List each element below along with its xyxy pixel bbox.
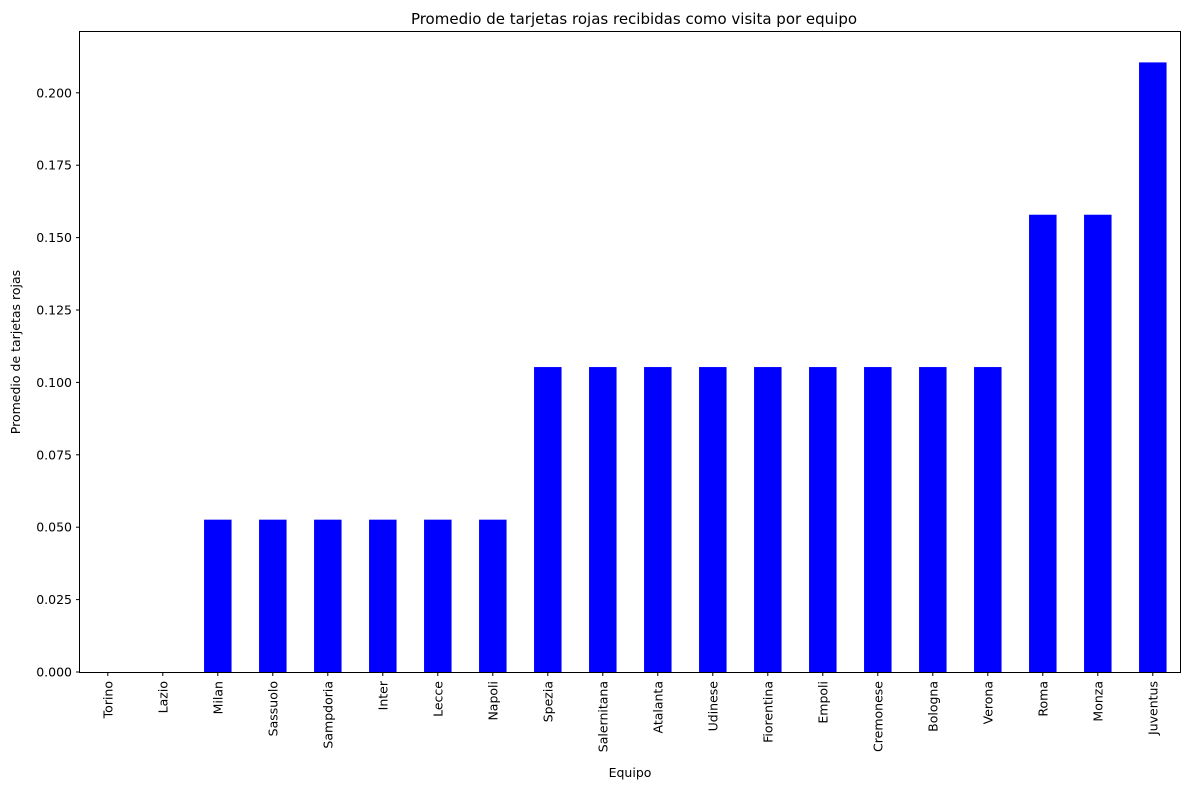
bar-inter [369,519,397,672]
x-tick-label: Udinese [705,681,720,732]
x-tick-label: Monza [1090,681,1105,722]
bar-verona [974,367,1002,672]
x-tick-label: Sassuolo [265,681,280,736]
plot-frame [79,31,1181,673]
x-tick-label: Atalanta [650,681,665,734]
y-axis-title: Promedio de tarjetas rojas [8,270,23,434]
x-tick-label: Cremonese [870,681,885,752]
x-tick-label: Lazio [155,681,170,713]
bar-atalanta [644,367,672,672]
y-axis-ticks: 0.000 0.025 0.050 0.075 0.100 0.125 0.150 0.175… [36,85,80,680]
bar-spezia [534,367,562,672]
bar-napoli [479,519,507,672]
x-tick-label: Empoli [815,681,830,724]
bars-group [204,62,1167,673]
bar-salernitana [589,367,617,672]
bar-roma [1029,214,1057,673]
y-tick-label: 0.050 [36,520,72,535]
bar-sassuolo [259,519,287,672]
bar-monza [1084,214,1112,673]
y-tick-label: 0.200 [36,85,72,100]
x-tick-label: Milan [210,681,225,714]
bar-milan [204,519,232,672]
x-tick-label: Juventus [1145,681,1160,736]
x-tick-label: Salernitana [595,681,610,752]
bar-juventus [1139,62,1167,673]
chart-title: Promedio de tarjetas rojas recibidas com… [411,10,857,28]
x-axis-title: Equipo [609,765,652,780]
bar-bologna [919,367,947,672]
y-tick-label: 0.150 [36,230,72,245]
y-tick-label: 0.075 [36,447,72,462]
y-tick-label: 0.000 [36,665,72,680]
x-tick-label: Lecce [430,681,445,717]
y-tick-label: 0.100 [36,375,72,390]
x-tick-label: Napoli [485,681,500,721]
x-axis-ticks: Torino Lazio Milan Sassuolo Sampdoria Inter Le… [100,672,1160,752]
y-tick-label: 0.175 [36,158,72,173]
x-tick-label: Bologna [925,681,940,732]
bar-empoli [809,367,837,672]
x-tick-label: Spezia [540,681,555,722]
bar-lecce [424,519,452,672]
x-tick-label: Sampdoria [320,681,335,749]
bar-sampdoria [314,519,342,672]
x-tick-label: Torino [100,681,115,719]
x-tick-label: Inter [375,680,390,710]
x-tick-label: Fiorentina [760,681,775,743]
x-tick-label: Roma [1035,681,1050,717]
bar-cremonese [864,367,892,672]
x-tick-label: Verona [980,681,995,724]
bar-fiorentina [754,367,782,672]
y-tick-label: 0.025 [36,592,72,607]
y-tick-label: 0.125 [36,303,72,318]
bar-udinese [699,367,727,672]
